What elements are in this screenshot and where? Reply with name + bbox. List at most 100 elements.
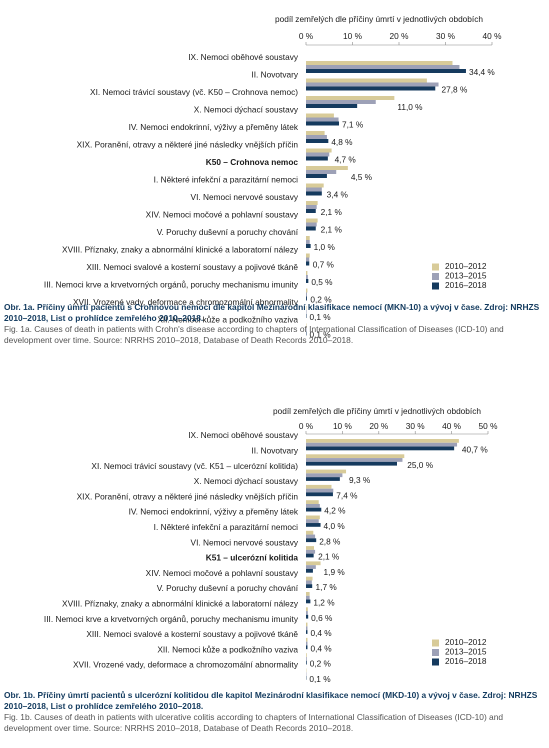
category-label: X. Nemoci dýchací soustavy: [194, 105, 299, 115]
bar: [306, 461, 397, 466]
caption-title: Obr. 1b. Příčiny úmrtí pacientů s ulceró…: [4, 690, 538, 711]
category-label: XII. Nemoci kůže a podkožního vaziva: [157, 315, 298, 325]
value-label: 40,7 %: [462, 444, 488, 454]
category-label: XVIII. Příznaky, znaky a abnormální klin…: [62, 598, 299, 608]
bar: [306, 117, 339, 122]
bar: [306, 296, 307, 301]
bar: [306, 226, 316, 231]
bar: [306, 656, 307, 661]
x-tick-label: 40 %: [442, 421, 462, 431]
bar: [306, 568, 313, 573]
bar: [306, 240, 310, 244]
legend-label: 2016–2018: [445, 656, 487, 666]
x-tick-label: 20 %: [369, 421, 389, 431]
bar: [306, 641, 308, 646]
value-label: 4,7 %: [335, 155, 357, 165]
bar: [306, 86, 436, 91]
bar: [306, 442, 458, 447]
value-label: 11,0 %: [397, 102, 423, 112]
category-label: IV. Nemoci endokrinní, výživy a přeměny …: [129, 507, 299, 517]
x-axis-label: podíl zemřelých dle příčiny úmrtí v jedn…: [275, 14, 483, 24]
x-axis-label: podíl zemřelých dle příčiny úmrtí v jedn…: [273, 406, 481, 416]
caption: Obr. 1a. Příčiny úmrtí pacientů s Crohno…: [4, 302, 545, 346]
category-label: IX. Nemoci oběhové soustavy: [188, 52, 299, 62]
bar: [306, 484, 332, 489]
category-label: XIV. Nemoci močové a pohlavní soustavy: [146, 568, 299, 578]
bar: [306, 100, 376, 104]
value-label: 2,1 %: [321, 225, 343, 235]
value-label: 0,6 %: [311, 613, 333, 623]
x-tick-label: 10 %: [333, 421, 353, 431]
category-label: XIV. Nemoci močové a pohlavní soustavy: [146, 210, 299, 220]
category-label: I. Některé infekční a parazitární nemoci: [154, 175, 298, 185]
bar: [306, 271, 308, 275]
bar: [306, 458, 403, 462]
x-tick-label: 40 %: [483, 31, 503, 41]
bar: [306, 218, 318, 223]
bar: [306, 611, 308, 615]
value-label: 9,3 %: [349, 475, 371, 485]
bar: [306, 637, 308, 642]
value-label: 7,4 %: [336, 490, 358, 500]
bar: [306, 131, 325, 135]
bar: [306, 507, 322, 512]
legend-swatch: [432, 639, 439, 647]
caption-title: Obr. 1a. Příčiny úmrtí pacientů s Crohno…: [4, 302, 540, 323]
bar: [306, 614, 309, 619]
category-label: IV. Nemoci endokrinní, výživy a přeměny …: [129, 122, 299, 132]
bar: [306, 222, 317, 227]
value-label: 27,8 %: [442, 85, 468, 95]
bar: [306, 201, 318, 205]
category-label: XIII. Nemoci svalové a kosterní soustavy…: [86, 629, 298, 639]
value-label: 0,4 %: [310, 643, 332, 653]
legend-label: 2010–2012: [445, 637, 487, 647]
value-label: 0,4 %: [310, 628, 332, 638]
bar: [306, 439, 459, 443]
bar: [306, 275, 308, 279]
value-label: 2,8 %: [319, 536, 341, 546]
bar: [306, 82, 439, 87]
bar: [306, 549, 316, 554]
value-label: 34,4 %: [469, 67, 495, 77]
bar: [306, 622, 308, 627]
value-label: 4,2 %: [324, 506, 346, 516]
bar: [306, 515, 320, 520]
bar: [306, 152, 330, 157]
bar: [306, 599, 311, 604]
bar: [306, 236, 310, 240]
value-label: 0,2 %: [310, 659, 332, 669]
x-tick-label: 20 %: [390, 31, 410, 41]
value-label: 7,1 %: [342, 120, 364, 130]
bar: [306, 104, 358, 108]
x-tick-label: 50 %: [479, 421, 499, 431]
bar: [306, 65, 460, 69]
bar: [306, 519, 319, 524]
category-label: X. Nemoci dýchací soustavy: [194, 476, 299, 486]
legend-label: 2010–2012: [445, 261, 487, 271]
bar: [306, 183, 324, 188]
caption-text: Fig. 1b. Causes of death in patients wit…: [4, 712, 504, 733]
bar: [306, 538, 317, 543]
bar: [306, 561, 321, 566]
bar: [306, 553, 314, 558]
category-label: XVIII. Příznaky, znaky a abnormální klin…: [62, 245, 299, 255]
value-label: 4,0 %: [324, 521, 346, 531]
bar: [306, 473, 343, 478]
value-label: 1,7 %: [316, 582, 338, 592]
x-tick-label: 0 %: [299, 31, 314, 41]
bar: [306, 565, 316, 569]
bar: [306, 170, 337, 174]
bar: [306, 503, 320, 508]
value-label: 2,1 %: [321, 207, 343, 217]
bar: [306, 187, 322, 192]
bar: [306, 592, 310, 596]
bar: [306, 534, 316, 539]
bar: [306, 500, 319, 504]
value-label: 0,1 %: [309, 312, 331, 322]
legend-swatch: [432, 273, 439, 280]
value-label: 1,0 %: [314, 242, 336, 252]
value-label: 0,1 %: [309, 674, 331, 684]
legend-swatch: [432, 263, 439, 271]
